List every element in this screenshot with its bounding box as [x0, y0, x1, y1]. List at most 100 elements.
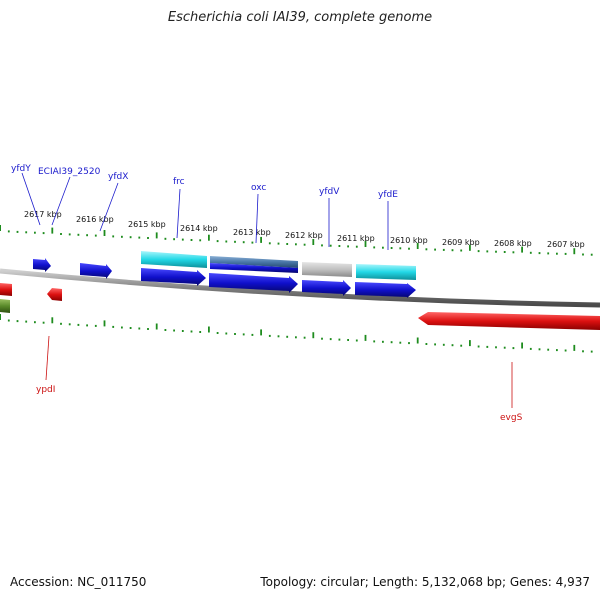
scale-tick-bottom: [355, 339, 358, 342]
scale-tick-bottom: [486, 345, 489, 348]
gene-label-yfdX[interactable]: yfdX: [108, 172, 128, 182]
gene-oxc[interactable]: [209, 273, 298, 293]
scale-tick-top: [390, 247, 393, 249]
gene-ypdI[interactable]: [47, 288, 62, 301]
cds-oxc-lower[interactable]: [210, 263, 298, 273]
scale-tick-bottom: [451, 344, 454, 347]
kbp-label: 2608 kbp: [494, 239, 532, 248]
forward-gene-track: [33, 258, 416, 298]
scale-tick-top: [164, 237, 167, 240]
scale-tick-top: [451, 249, 454, 252]
gene-label-oxc[interactable]: oxc: [251, 183, 266, 193]
scale-tick-top: [60, 233, 62, 235]
gene-yfdV[interactable]: [302, 280, 351, 296]
scale-tick-bottom: [477, 345, 480, 348]
leader-line: [176, 188, 181, 239]
gene-left-edge-olive[interactable]: [0, 299, 10, 313]
cds-oxc[interactable]: [210, 256, 298, 268]
scale-tick-bottom: [503, 346, 506, 349]
scale-tick-bottom: [495, 346, 497, 349]
scale-tick-bottom: [199, 331, 202, 333]
gene-label-ypdI[interactable]: ypdI: [36, 385, 55, 395]
scale-tick-bottom: [208, 326, 210, 333]
gene-label-ECIAI39_2520[interactable]: ECIAI39_2520: [38, 167, 101, 177]
bottom-tick-track: [0, 314, 593, 353]
gene-evgS[interactable]: [418, 312, 600, 330]
gene-frc[interactable]: [141, 268, 206, 286]
gene-label-frc[interactable]: frc: [173, 177, 185, 187]
scale-tick-top: [121, 235, 123, 238]
scale-tick-bottom: [164, 329, 167, 331]
scale-tick-top: [251, 241, 254, 244]
scale-tick-top: [477, 250, 480, 253]
gene-label-yfdV[interactable]: yfdV: [319, 187, 340, 197]
scale-tick-top: [434, 248, 436, 251]
scale-tick-bottom: [173, 329, 175, 332]
cds-yfdE[interactable]: [356, 264, 416, 280]
gene-left-edge[interactable]: [0, 283, 12, 296]
gene-label-yfdY[interactable]: yfdY: [11, 164, 31, 174]
scale-tick-bottom: [242, 333, 245, 336]
scale-tick-top: [7, 230, 10, 233]
scale-tick-bottom: [86, 324, 88, 327]
scale-tick-bottom: [147, 328, 149, 330]
scale-tick-top: [416, 243, 419, 249]
gene-label-yfdE[interactable]: yfdE: [378, 190, 398, 200]
scale-tick-bottom: [103, 320, 106, 327]
scale-tick-top: [138, 236, 141, 239]
kbp-label: 2616 kbp: [76, 215, 114, 224]
scale-tick-bottom: [390, 341, 393, 344]
scale-tick-top: [364, 241, 367, 247]
scale-tick-bottom: [138, 327, 141, 330]
cds-yfdV[interactable]: [302, 262, 352, 277]
scale-tick-top: [208, 234, 210, 241]
scale-tick-top: [216, 240, 219, 243]
scale-tick-top: [112, 235, 115, 238]
scale-tick-top: [303, 243, 306, 246]
scale-tick-top: [34, 231, 36, 234]
scale-tick-top: [564, 252, 567, 255]
feature-track: [141, 251, 416, 280]
scale-tick-bottom: [312, 332, 315, 339]
gene-yfdY[interactable]: [33, 258, 51, 272]
accession-text: Accession: NC_011750: [10, 575, 147, 589]
gene-label-group-bottom: ypdI evgS: [36, 335, 523, 423]
gene-yfdE[interactable]: [355, 282, 416, 298]
scale-tick-bottom: [7, 319, 10, 322]
scale-tick-top: [486, 250, 489, 253]
scale-tick-top: [355, 245, 358, 248]
scale-tick-bottom: [94, 324, 97, 327]
scale-tick-bottom: [564, 349, 567, 352]
scale-tick-bottom: [590, 350, 593, 353]
scale-tick-top: [460, 249, 463, 252]
gene-yfdX[interactable]: [80, 263, 112, 279]
scale-tick-bottom: [295, 336, 297, 339]
scale-tick-top: [582, 253, 584, 256]
scale-tick-bottom: [416, 337, 419, 344]
scale-tick-bottom: [0, 314, 1, 320]
scale-tick-bottom: [321, 337, 323, 340]
scale-tick-top: [268, 242, 271, 245]
kbp-label: 2611 kbp: [337, 234, 375, 243]
scale-tick-top: [512, 251, 515, 254]
kbp-label: 2613 kbp: [233, 228, 271, 237]
scale-tick-top: [242, 241, 245, 244]
scale-tick-bottom: [51, 317, 54, 324]
scale-tick-bottom: [425, 343, 428, 345]
scale-tick-bottom: [338, 338, 341, 341]
scale-tick-bottom: [582, 350, 584, 353]
scale-tick-top: [190, 239, 193, 241]
gene-label-evgS[interactable]: evgS: [500, 413, 523, 423]
leader-line: [21, 172, 41, 226]
scale-tick-top: [181, 238, 184, 241]
scale-tick-top: [547, 252, 550, 255]
scale-tick-top: [373, 246, 376, 249]
scale-tick-top: [295, 243, 297, 246]
scale-tick-top: [382, 246, 384, 249]
cds-frc[interactable]: [141, 251, 207, 268]
scale-tick-bottom: [460, 344, 463, 347]
scale-tick-bottom: [573, 344, 576, 351]
scale-tick-top: [147, 237, 149, 239]
scale-tick-bottom: [155, 323, 158, 330]
